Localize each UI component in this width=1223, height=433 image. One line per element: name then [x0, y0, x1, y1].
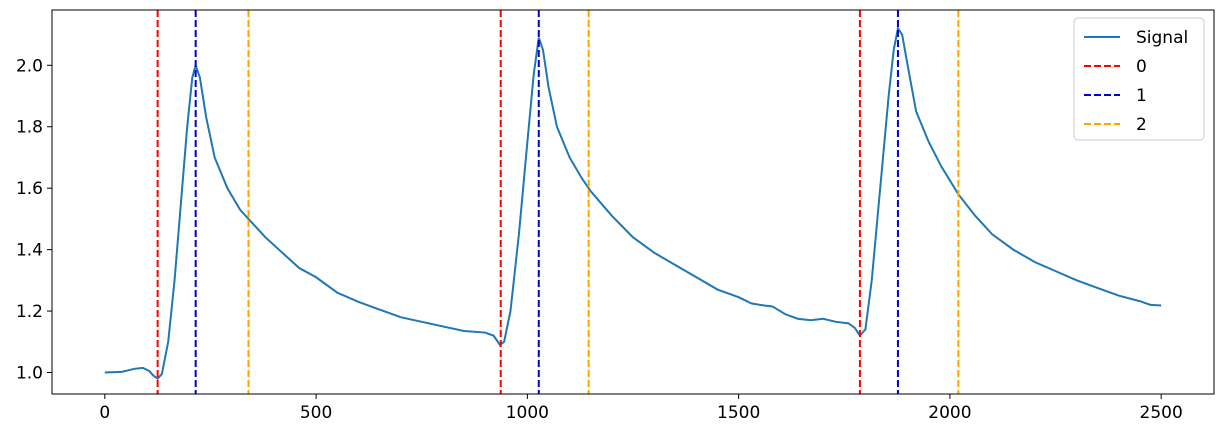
- x-tick-label: 500: [300, 403, 332, 423]
- y-tick-label: 1.0: [16, 363, 43, 383]
- legend-box: [1073, 17, 1205, 141]
- legend-label-1: 1: [1136, 86, 1147, 106]
- x-axis: 0 500 1000 1500 2000 2500: [99, 394, 1183, 423]
- signal-line: [104, 25, 1162, 380]
- plot-frame: [51, 9, 1215, 395]
- plot-area: [104, 10, 1162, 394]
- legend-label-Signal: Signal: [1136, 28, 1188, 48]
- y-tick-label: 1.4: [16, 241, 43, 261]
- x-tick-label: 1500: [717, 403, 760, 423]
- y-tick-label: 1.8: [16, 118, 43, 138]
- y-tick-label: 1.2: [16, 302, 43, 322]
- y-tick-label: 1.6: [16, 179, 43, 199]
- legend-label-2: 2: [1136, 115, 1147, 135]
- y-axis: 1.0 1.2 1.4 1.6 1.8 2.0: [16, 56, 52, 383]
- legend: Signal 0 1 2: [1073, 17, 1205, 141]
- legend-label-0: 0: [1136, 57, 1147, 77]
- x-tick-label: 2500: [1140, 403, 1183, 423]
- x-tick-label: 2000: [928, 403, 971, 423]
- x-tick-label: 1000: [506, 403, 549, 423]
- y-tick-label: 2.0: [16, 56, 43, 76]
- x-tick-label: 0: [99, 403, 110, 423]
